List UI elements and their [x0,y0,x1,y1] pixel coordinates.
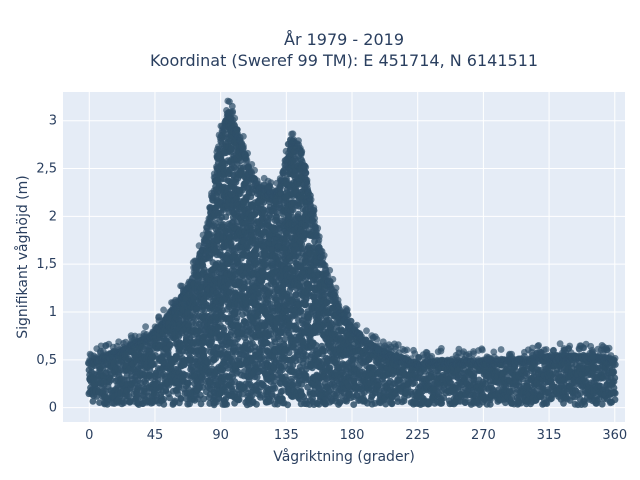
data-point [229,353,237,361]
data-point [89,398,97,405]
data-point [275,231,283,238]
data-point [312,342,320,349]
chart-title-line-1: År 1979 - 2019 [284,30,404,49]
data-point [285,349,293,357]
data-point [273,209,280,216]
data-point [125,392,133,400]
data-point [201,347,209,355]
data-point [253,400,260,408]
data-point [243,156,251,164]
data-point [235,396,243,403]
data-point [297,307,305,315]
data-point [197,400,205,408]
data-point [350,401,358,408]
data-point [220,324,228,332]
data-point [292,291,300,299]
data-point [146,366,154,374]
data-points [85,97,619,409]
data-point [185,379,192,387]
data-point [302,301,310,309]
data-point [279,387,286,395]
data-point [283,235,290,243]
data-point [281,335,289,343]
data-point [253,373,261,381]
data-point [292,340,300,348]
data-point [324,272,332,279]
data-point [177,395,185,403]
data-point [166,341,174,349]
data-point [248,392,256,400]
data-point [150,360,158,368]
data-point [166,394,174,402]
data-point [270,378,278,385]
chart-title-line-2: Koordinat (Sweref 99 TM): E 451714, N 61… [150,51,538,70]
data-point [268,390,276,398]
data-point [96,399,103,406]
data-point [104,400,111,408]
data-point [289,206,297,214]
data-point [284,401,292,409]
data-point [160,395,168,403]
data-point [252,251,260,259]
data-point [267,330,275,338]
data-point [200,395,208,403]
data-point [172,355,180,363]
data-point [400,397,408,405]
data-point [207,335,215,342]
data-point [304,185,311,192]
data-point [388,400,396,407]
data-point [160,400,168,408]
data-point [223,401,231,408]
data-point [271,384,279,392]
